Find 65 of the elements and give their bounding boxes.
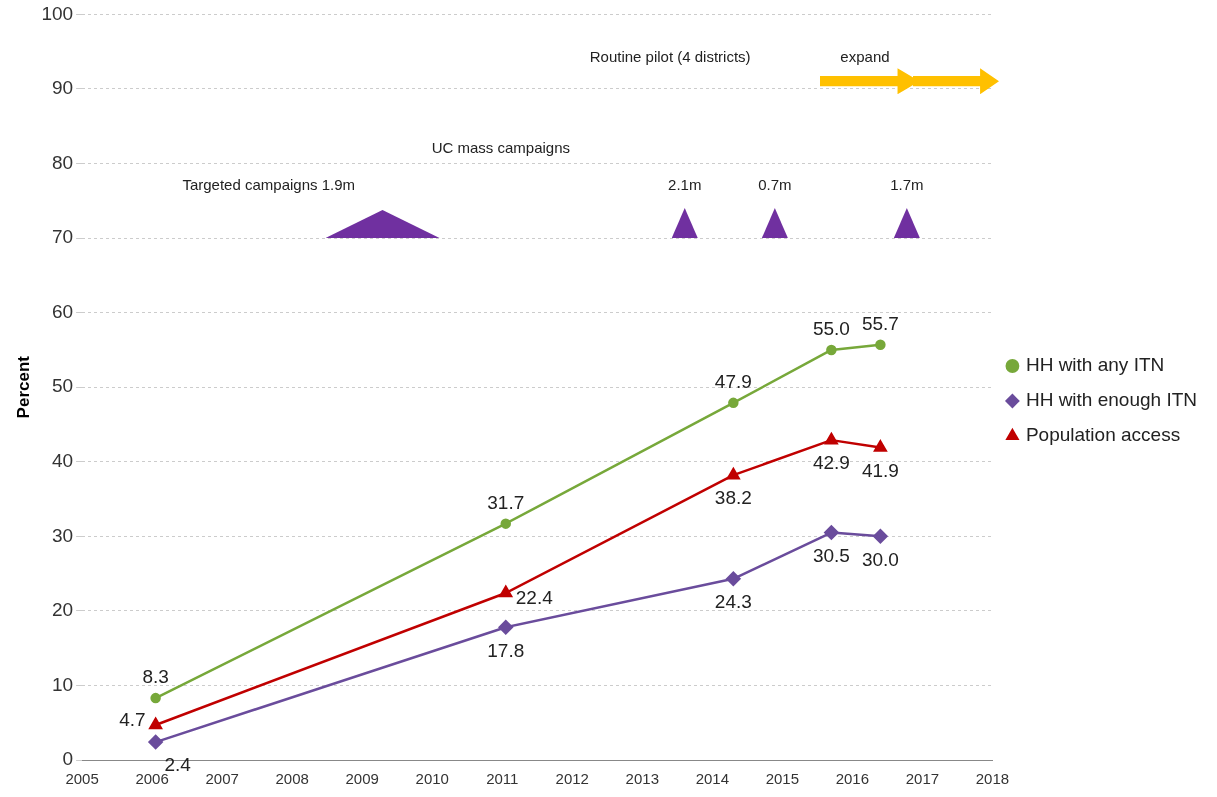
point <box>875 339 886 350</box>
point <box>873 440 887 452</box>
point <box>499 585 513 598</box>
x-tick-label: 2016 <box>835 770 870 788</box>
y-tick-label: 90 <box>51 77 74 99</box>
point <box>824 525 839 540</box>
point <box>498 620 513 635</box>
legend-label: HH with any ITN <box>1025 354 1165 376</box>
y-tick-label: 10 <box>51 673 74 695</box>
data-label: 31.7 <box>487 491 525 513</box>
point <box>726 571 741 587</box>
point <box>500 518 511 529</box>
x-tick-label: 2014 <box>695 770 730 788</box>
x-tick-label: 2009 <box>345 770 379 788</box>
x-tick-label: 2018 <box>975 770 1010 788</box>
data-label: 30.0 <box>861 548 899 570</box>
data-label: 41.9 <box>861 459 899 481</box>
x-tick-label: 2005 <box>65 770 99 788</box>
x-tick-label: 2007 <box>205 770 239 788</box>
x-tick-label: 2015 <box>765 770 800 788</box>
x-tick-label: 2010 <box>415 770 449 788</box>
data-label: 38.2 <box>714 487 752 509</box>
annotation: 0.7m <box>758 176 792 194</box>
point <box>873 529 888 544</box>
x-tick-label: 2008 <box>275 770 309 788</box>
legend-label: HH with enough ITN <box>1025 389 1197 411</box>
annotation: UC mass campaigns <box>431 138 571 156</box>
point <box>726 467 740 480</box>
data-label: 55.7 <box>861 312 899 334</box>
annotation: 2.1m <box>668 176 702 194</box>
y-tick-label: 70 <box>51 226 74 248</box>
data-label: 24.3 <box>714 591 752 613</box>
point <box>824 432 838 445</box>
data-label: 8.3 <box>142 666 169 688</box>
data-label: 47.9 <box>714 371 752 393</box>
y-tick-label: 20 <box>51 599 74 621</box>
data-label: 17.8 <box>487 639 525 661</box>
annotation: Targeted campaigns 1.9m <box>182 176 356 194</box>
x-tick-label: 2013 <box>625 770 659 788</box>
y-tick-label: 80 <box>51 151 74 173</box>
data-label: 22.4 <box>515 587 554 609</box>
point <box>826 344 837 356</box>
data-label: 30.5 <box>812 544 850 566</box>
data-label: 55.0 <box>812 318 850 340</box>
annotation: 1.7m <box>890 176 924 194</box>
y-tick-label: 60 <box>51 300 74 322</box>
y-tick-label: 50 <box>51 375 74 397</box>
point <box>148 734 163 750</box>
y-tick-label: 40 <box>51 449 74 471</box>
x-tick-label: 2011 <box>486 770 519 788</box>
x-tick-label: 2006 <box>135 770 169 788</box>
point <box>149 717 163 730</box>
y-tick-label: 0 <box>62 748 74 770</box>
annotation: Routine pilot (4 districts) <box>589 47 751 65</box>
x-tick-label: 2017 <box>905 770 940 788</box>
y-axis-title: Percent <box>13 355 33 419</box>
data-label: 42.9 <box>812 452 850 474</box>
legend-label: Population access <box>1025 424 1181 446</box>
data-label: 4.7 <box>119 709 146 731</box>
y-tick-label: 100 <box>41 2 74 24</box>
x-tick-label: 2012 <box>555 770 589 788</box>
point <box>150 692 161 704</box>
annotation: expand <box>840 47 890 65</box>
y-tick-label: 30 <box>51 524 74 546</box>
point <box>728 397 739 409</box>
